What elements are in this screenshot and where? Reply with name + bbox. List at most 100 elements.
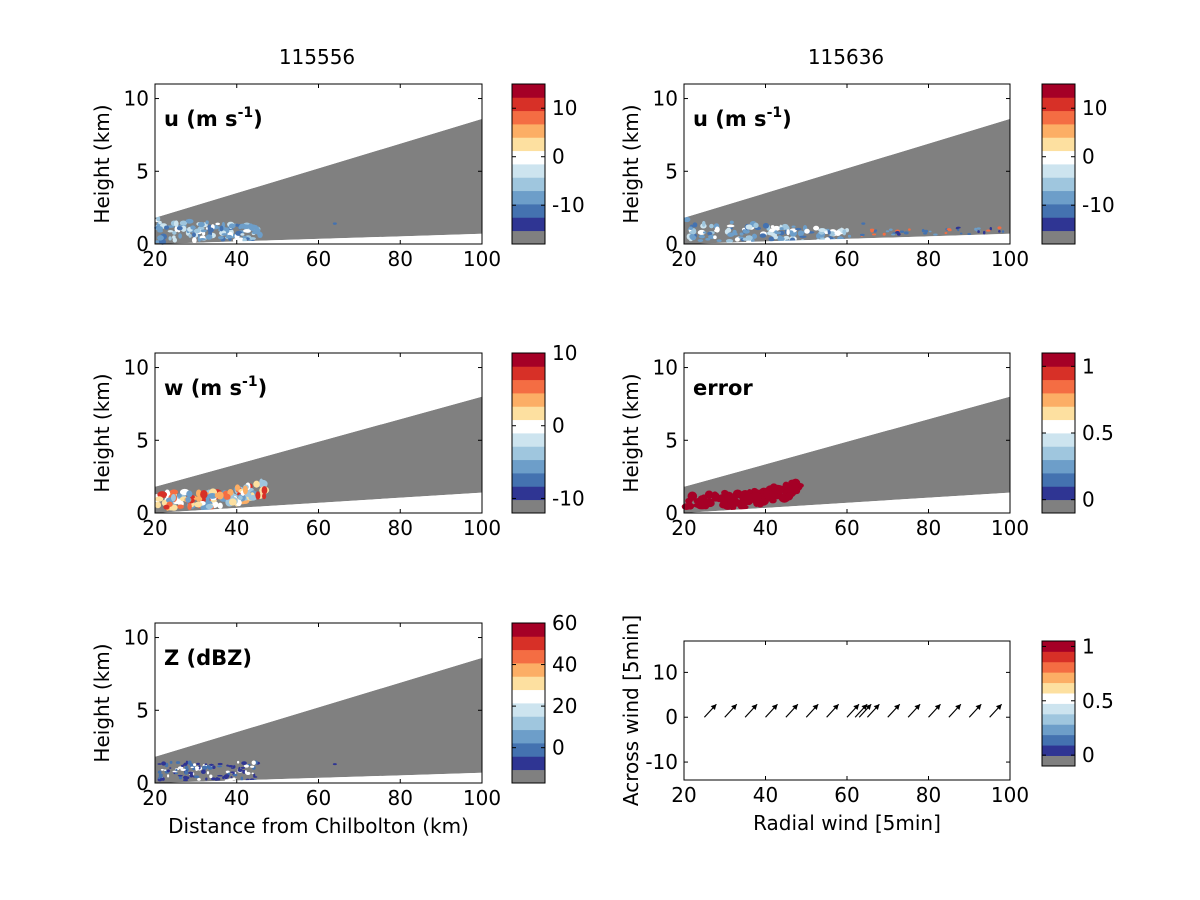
wind-arrows [703,703,1003,718]
data-patch [228,498,237,506]
data-patch [196,762,200,766]
colorbar-swatch [1042,164,1075,178]
data-patch [976,227,981,230]
data-patch [186,490,193,498]
data-patch [218,235,224,240]
colorbar-swatch [512,703,545,717]
data-patch [692,222,698,228]
data-patch [173,220,179,227]
y-axis-label: Across wind [5min] [619,615,643,806]
x-tick-label: 40 [224,786,249,810]
y-tick-label: 10 [653,356,678,380]
colorbar-swatch [1042,150,1075,165]
colorbar-swatch [512,419,545,434]
colorbar-error-115636: 10.50 [1041,352,1114,514]
data-patch [205,220,209,225]
data-patch [908,228,911,231]
data-patch [228,764,234,768]
panel-label-main: error [693,376,753,400]
colorbar-swatch [1042,230,1075,245]
data-patch [259,478,264,488]
data-patch [955,227,959,230]
data-patch [768,228,776,233]
colorbar-tick-label: 10 [552,341,577,365]
data-patch [228,223,236,229]
x-tick-label: 40 [753,516,778,540]
data-patch [689,233,695,240]
data-patch [241,761,247,765]
data-patch [177,774,183,777]
wind-arrow-head [955,704,961,711]
data-patch [215,777,219,780]
data-patch [182,763,188,766]
data-patch [196,496,203,502]
data-patch [895,230,900,234]
data-patch [763,487,770,497]
y-tick-label: 10 [653,87,678,111]
x-tick-label: 20 [671,247,696,271]
colorbar-swatch [1042,393,1075,407]
colorbar-swatch [1042,137,1075,152]
colorbar-swatch [512,636,545,651]
data-patch [222,776,225,780]
x-tick-label: 20 [142,516,167,540]
wind-arrow-head [995,704,1002,711]
x-tick-label: 100 [991,247,1029,271]
y-tick-label: 5 [665,428,678,452]
colorbar-tick-label: 0 [1082,488,1095,512]
wind-arrow-head [873,704,880,711]
colorbar-swatch [512,623,545,637]
data-patch [719,498,728,504]
wind-arrow-head [861,704,868,711]
data-patch [332,763,337,766]
data-patch [998,230,1001,233]
data-patch [725,238,734,244]
data-patch [253,773,256,778]
data-patch [923,229,929,233]
above-wedge-mask [684,84,1010,218]
colorbar-swatch [512,124,545,138]
wind-arrow-head [771,704,778,711]
x-tick-label: 100 [463,786,501,810]
column-title-left: 115556 [279,45,355,69]
wind-arrow-head [934,704,941,711]
data-patch [1001,230,1005,233]
wind-arrow-head [812,704,819,711]
colorbar-tick-label: -10 [1082,193,1115,217]
data-patch [211,777,216,781]
data-patch [974,227,977,231]
data-patch [187,502,192,511]
colorbar-tick-label: 20 [552,694,577,718]
x-tick-label: 80 [388,247,413,271]
data-patch [191,232,196,238]
data-patch [200,769,206,775]
data-patch [243,764,249,768]
wind-arrow-head [975,704,982,711]
data-patch [217,765,222,768]
data-patch [166,769,170,773]
data-patch [205,777,208,781]
data-patch [164,225,170,230]
x-tick-label: 60 [306,786,331,810]
data-patch [163,769,167,771]
panel-label-sup: -1 [767,105,783,121]
data-patch [224,774,230,778]
x-tick-label: 60 [834,516,859,540]
wind-arrow-head [832,704,839,711]
colorbar-tick-label: 0 [552,414,565,438]
colorbar-swatch [1042,217,1075,232]
data-patch [197,777,201,781]
x-axis-label: Radial wind [5min] [753,811,941,835]
data-patch [163,504,170,510]
data-patch [332,222,337,225]
data-patch [888,228,893,232]
data-patch [172,231,177,235]
x-tick-label: 40 [753,247,778,271]
below-ground-mask [684,492,1010,513]
colorbar-tick-label: 40 [552,653,577,677]
data-patch [172,235,176,240]
data-patch [240,233,245,236]
wind-arrow-head [731,704,737,711]
data-patch [986,229,991,232]
